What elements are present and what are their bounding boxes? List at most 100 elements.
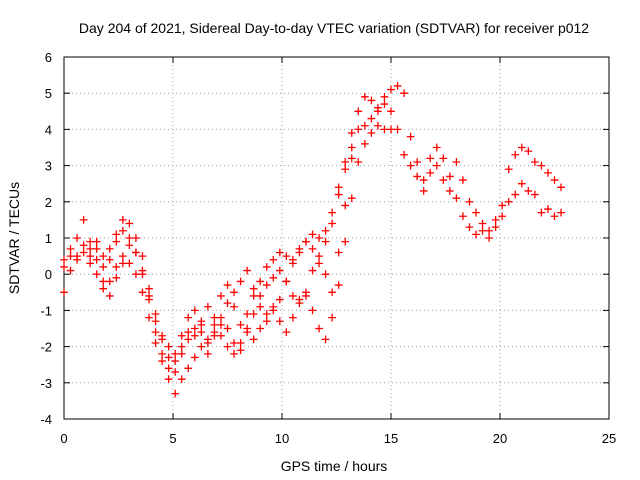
data-point [184, 364, 193, 373]
data-point [230, 302, 238, 311]
data-point [184, 328, 193, 336]
data-point [60, 263, 68, 271]
data-point [249, 284, 258, 293]
data-point [145, 313, 153, 322]
data-point [99, 263, 108, 271]
data-point [151, 339, 160, 347]
x-tick-label: 0 [60, 431, 67, 446]
data-point [217, 313, 225, 322]
data-point [164, 342, 173, 351]
data-point [158, 349, 166, 358]
data-point [275, 248, 284, 257]
data-point [374, 107, 382, 116]
data-point [171, 389, 180, 398]
data-point [197, 328, 206, 336]
data-point [367, 114, 376, 123]
y-tick-label: 1 [45, 231, 52, 246]
data-point [360, 140, 369, 148]
data-point [249, 310, 258, 318]
data-point [249, 335, 258, 344]
data-point [367, 129, 376, 137]
data-point [328, 208, 336, 217]
data-point [230, 349, 238, 358]
data-point [393, 125, 402, 134]
data-point [308, 266, 317, 275]
data-point [308, 245, 317, 253]
data-point [302, 292, 310, 300]
data-point [105, 245, 114, 253]
data-point [92, 245, 101, 253]
data-point [171, 368, 180, 376]
data-point [498, 212, 507, 221]
data-point [269, 255, 278, 264]
data-point [321, 335, 330, 344]
data-point [459, 176, 467, 184]
data-point [289, 313, 297, 322]
x-tick-label: 20 [493, 431, 507, 446]
data-point [432, 161, 441, 170]
data-point [190, 324, 199, 333]
data-point [360, 92, 369, 101]
data-point [550, 212, 559, 221]
data-point [400, 89, 408, 98]
data-point [334, 281, 343, 289]
data-point [190, 353, 199, 362]
data-point [413, 172, 422, 181]
data-point [236, 339, 245, 347]
data-point [243, 266, 251, 275]
data-point [289, 292, 297, 300]
y-tick-label: -3 [40, 376, 52, 391]
data-point [164, 375, 173, 384]
data-point [354, 125, 363, 134]
data-point [249, 292, 258, 300]
data-point [315, 252, 323, 260]
data-point [125, 219, 134, 228]
data-point [262, 281, 271, 289]
data-point [243, 310, 251, 318]
data-point [544, 205, 552, 213]
x-tick-label: 25 [602, 431, 616, 446]
data-point [73, 234, 81, 242]
data-point [387, 125, 395, 134]
data-point [347, 154, 356, 163]
data-point [531, 190, 539, 199]
data-point [99, 277, 108, 286]
data-point [119, 252, 127, 260]
data-point [164, 353, 173, 362]
data-point [158, 331, 166, 340]
data-point [223, 299, 232, 308]
data-point [478, 226, 487, 235]
data-point [478, 219, 487, 228]
data-point [275, 266, 284, 275]
data-point [485, 226, 493, 235]
data-point [328, 288, 336, 297]
data-point [419, 176, 428, 184]
data-point [315, 259, 323, 268]
data-point [112, 230, 121, 239]
data-point [550, 176, 559, 184]
data-point [256, 277, 265, 286]
data-point [230, 288, 238, 297]
data-point [485, 234, 493, 242]
data-point [184, 313, 193, 322]
data-point [204, 349, 212, 358]
data-point [177, 342, 186, 351]
data-point [217, 331, 225, 340]
data-point [256, 292, 265, 300]
data-point [119, 259, 127, 268]
data-point [334, 248, 343, 257]
y-axis-label: SDTVAR / TECUs [6, 182, 22, 294]
data-point [374, 121, 382, 130]
data-point [557, 208, 565, 217]
data-point [439, 176, 448, 184]
data-point [302, 237, 310, 246]
x-tick-label: 15 [384, 431, 398, 446]
data-point [132, 248, 140, 257]
data-point [498, 201, 507, 210]
data-point [66, 245, 75, 253]
data-point [413, 158, 422, 166]
data-point [452, 194, 461, 203]
data-point [177, 375, 186, 384]
data-point [321, 270, 330, 279]
